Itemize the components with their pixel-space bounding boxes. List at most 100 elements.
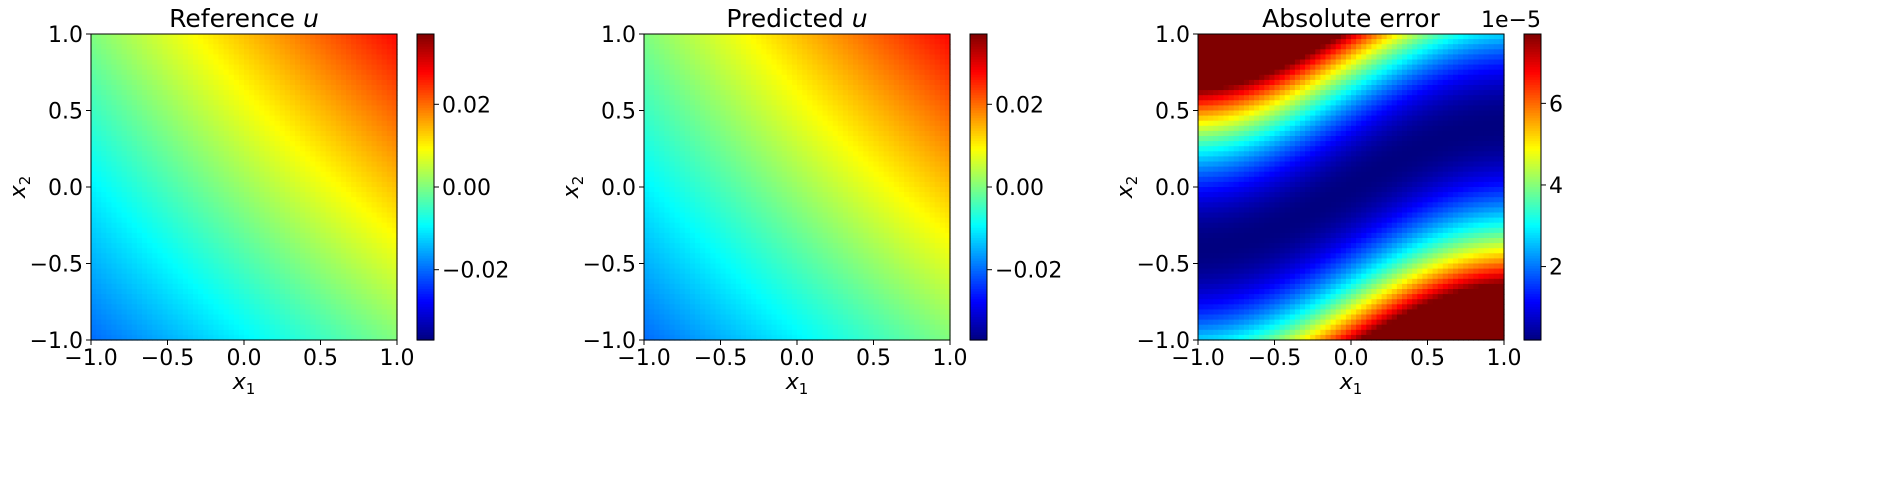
heatmap-cell — [157, 130, 163, 137]
heatmap-cell — [96, 217, 102, 224]
heatmap-cell — [832, 64, 839, 71]
heatmap-cell — [934, 130, 941, 137]
heatmap-cell — [654, 39, 660, 45]
heatmap-cell — [300, 283, 306, 290]
heatmap-cell — [187, 238, 194, 244]
heatmap-cell — [330, 253, 337, 259]
heatmap-cell — [213, 115, 220, 122]
heatmap-cell — [116, 273, 123, 280]
heatmap-cell — [152, 319, 158, 326]
heatmap-cell — [376, 74, 383, 81]
heatmap-cell — [142, 192, 148, 198]
heatmap-cell — [300, 176, 306, 183]
heatmap-cell — [330, 166, 337, 173]
heatmap-cell — [284, 319, 291, 326]
heatmap-cell — [101, 329, 107, 336]
heatmap-cell — [295, 44, 301, 50]
heatmap-cell — [91, 156, 97, 163]
heatmap-cell — [817, 120, 824, 127]
heatmap-cell — [126, 192, 133, 198]
heatmap-cell — [213, 166, 220, 173]
heatmap-cell — [274, 258, 281, 265]
heatmap-cell — [259, 59, 265, 66]
heatmap-cell — [300, 59, 306, 66]
heatmap-cell — [264, 136, 271, 142]
heatmap-cell — [213, 34, 220, 40]
heatmap-cell — [111, 115, 118, 122]
heatmap-cell — [289, 192, 296, 198]
heatmap-cell — [249, 314, 255, 321]
heatmap-cell — [249, 90, 255, 96]
heatmap-cell — [305, 141, 311, 147]
heatmap-cell — [679, 44, 686, 50]
colorbar-step — [417, 133, 434, 137]
heatmap-cell — [330, 151, 337, 157]
heatmap-cell — [152, 294, 158, 300]
heatmap-cell — [361, 324, 367, 331]
heatmap-cell — [842, 115, 849, 122]
heatmap-cell — [187, 324, 194, 331]
heatmap-cell — [771, 79, 778, 86]
heatmap-cell — [904, 110, 910, 117]
heatmap-cell — [305, 85, 311, 91]
heatmap-cell — [228, 105, 235, 112]
heatmap-cell — [142, 125, 148, 132]
heatmap-cell — [356, 273, 362, 280]
heatmap-cell — [274, 324, 281, 331]
heatmap-cell — [111, 294, 118, 300]
heatmap-cell — [157, 105, 163, 112]
heatmap-cell — [909, 95, 915, 101]
heatmap-cell — [172, 156, 179, 163]
heatmap-cell — [376, 115, 383, 122]
heatmap-cell — [259, 212, 265, 219]
heatmap-cell — [126, 141, 133, 147]
heatmap-cell — [858, 64, 864, 71]
heatmap-cell — [725, 136, 732, 142]
heatmap-cell — [848, 85, 854, 91]
heatmap-cell — [106, 289, 112, 295]
heatmap-cell — [244, 263, 250, 270]
heatmap-cell — [837, 79, 844, 86]
heatmap-cell — [335, 207, 342, 214]
heatmap-cell — [366, 181, 373, 188]
heatmap-cell — [305, 34, 311, 40]
heatmap-cell — [264, 253, 271, 259]
heatmap-cell — [366, 44, 373, 50]
heatmap-cell — [391, 100, 398, 106]
heatmap-cell — [172, 39, 179, 45]
heatmap-cell — [223, 151, 230, 157]
heatmap-cell — [162, 79, 169, 86]
heatmap-cell — [91, 54, 97, 61]
heatmap-cell — [289, 253, 296, 259]
heatmap-cell — [735, 44, 742, 50]
heatmap-cell — [873, 59, 880, 66]
x-tick-label: 1.0 — [380, 346, 415, 371]
heatmap-cell — [325, 85, 332, 91]
heatmap-cell — [284, 59, 291, 66]
heatmap-cell — [335, 49, 342, 55]
heatmap-cell — [264, 283, 271, 290]
heatmap-cell — [295, 171, 301, 178]
heatmap-cell — [730, 130, 737, 137]
heatmap-cell — [172, 197, 179, 203]
heatmap-cell — [335, 151, 342, 157]
heatmap-cell — [649, 90, 655, 96]
heatmap-cell — [330, 95, 337, 101]
colorbar-step — [417, 44, 434, 48]
heatmap-cell — [340, 171, 347, 178]
heatmap-cell — [264, 238, 271, 244]
heatmap-cell — [264, 120, 271, 127]
heatmap-cell — [689, 105, 696, 112]
heatmap-cell — [944, 125, 951, 132]
colorbar-step — [417, 260, 434, 265]
heatmap-cell — [893, 105, 900, 112]
heatmap-cell — [101, 171, 107, 178]
heatmap-cell — [320, 304, 327, 310]
heatmap-cell — [371, 146, 378, 152]
heatmap-cell — [684, 130, 691, 137]
heatmap-cell — [751, 49, 757, 55]
heatmap-cell — [335, 125, 342, 132]
heatmap-cell — [381, 54, 388, 61]
heatmap-cell — [274, 289, 281, 295]
heatmap-cell — [822, 105, 829, 112]
